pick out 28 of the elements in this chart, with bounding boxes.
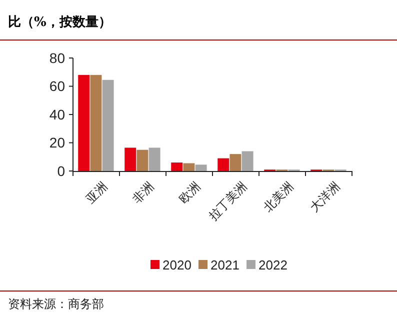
bar <box>148 148 160 171</box>
x-tick-label: 大洋洲 <box>307 179 343 215</box>
bar <box>136 150 148 171</box>
x-tick-label: 非洲 <box>130 179 157 206</box>
y-tick-label: 80 <box>49 50 66 66</box>
y-tick-label: 60 <box>49 78 66 94</box>
bar <box>124 148 136 171</box>
x-tick-label: 拉丁美洲 <box>206 179 250 223</box>
bar <box>78 74 90 171</box>
y-tick-label: 0 <box>57 162 66 179</box>
y-tick-label: 40 <box>49 106 66 122</box>
bar <box>218 158 230 171</box>
x-tick-label: 亚洲 <box>83 179 110 206</box>
bar <box>171 162 183 171</box>
text: 资料来源：商务部 <box>8 297 104 311</box>
chart-title: 比（%，按数量） <box>8 14 112 30</box>
legend-label: 2021 <box>210 258 240 273</box>
x-tick-label: 北美洲 <box>260 179 296 215</box>
bar <box>230 154 242 171</box>
bar <box>183 163 195 171</box>
x-tick-label: 欧洲 <box>176 179 204 206</box>
bar <box>195 164 207 171</box>
bar <box>90 74 102 171</box>
y-tick-label: 20 <box>49 134 66 151</box>
bar <box>102 80 114 171</box>
legend-label: 2022 <box>258 258 288 273</box>
legend-label: 2020 <box>162 258 192 273</box>
bar <box>242 151 254 171</box>
